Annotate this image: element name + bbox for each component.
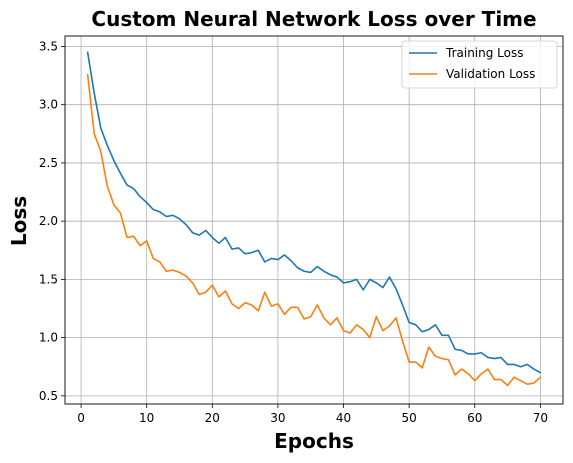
y-tick-label: 2.5 [39,156,58,170]
x-tick-label: 50 [401,411,416,425]
x-tick-label: 70 [533,411,548,425]
legend: Training Loss Validation Loss [401,40,558,89]
plot-frame [64,35,564,405]
x-axis-label: Epochs [274,429,354,453]
y-tick-label: 1.0 [39,331,58,345]
y-tick-label: 3.0 [39,98,58,112]
x-tick-label: 10 [139,411,154,425]
x-tick-label: 0 [77,411,85,425]
y-axis-label: Loss [7,196,31,246]
chart-title: Custom Neural Network Loss over Time [91,7,536,31]
legend-label-training: Training Loss [445,46,523,60]
training-loss-line [86,51,542,374]
legend-box [401,40,558,89]
x-tick-label: 20 [205,411,220,425]
y-tick-label: 2.0 [39,214,58,228]
y-tick-label: 0.5 [39,389,58,403]
grid [65,36,563,404]
axis-ticks: 0 10 20 30 40 50 60 70 0.5 1.0 1.5 2.0 2.5 3.0 3.5 [39,39,548,425]
y-tick-label: 1.5 [39,272,58,286]
validation-loss-line [86,73,542,387]
x-tick-label: 30 [270,411,285,425]
series-lines [86,51,542,387]
x-tick-label: 40 [336,411,351,425]
legend-label-validation: Validation Loss [446,67,535,81]
x-tick-label: 60 [467,411,482,425]
y-tick-label: 3.5 [39,39,58,53]
